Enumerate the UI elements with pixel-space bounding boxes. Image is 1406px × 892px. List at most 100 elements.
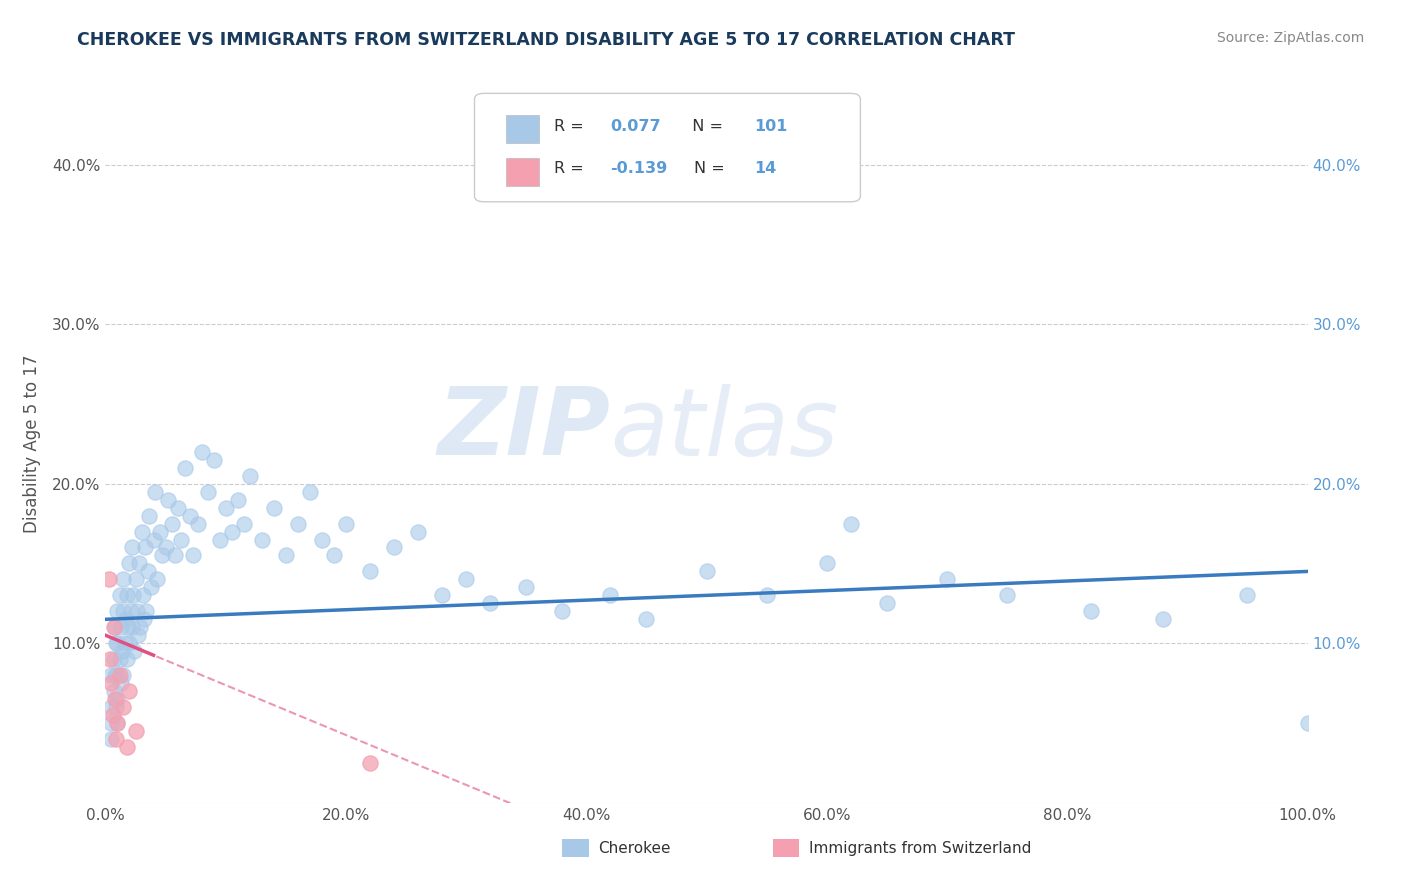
Point [107, 692, 129, 706]
Point [335, 516, 357, 531]
FancyBboxPatch shape [506, 114, 540, 143]
Text: ZIP: ZIP [437, 384, 610, 475]
Point [128, 557, 150, 571]
Point [115, 739, 138, 754]
Point [311, 533, 333, 547]
Point [1236, 588, 1258, 602]
Point [148, 524, 170, 539]
Point [105, 700, 128, 714]
Point [232, 516, 254, 531]
Text: R =: R = [554, 161, 589, 177]
Point [274, 549, 297, 563]
Point [1080, 604, 1102, 618]
Point [107, 716, 129, 731]
Point [100, 716, 122, 731]
Point [104, 668, 127, 682]
Point [112, 668, 135, 682]
Point [135, 604, 157, 618]
Point [515, 581, 537, 595]
FancyBboxPatch shape [562, 839, 589, 856]
FancyBboxPatch shape [506, 158, 540, 186]
Point [1152, 612, 1174, 626]
Point [139, 581, 162, 595]
Point [103, 684, 125, 698]
Point [936, 573, 959, 587]
Point [287, 516, 309, 531]
Point [636, 612, 658, 626]
Point [170, 533, 193, 547]
Point [479, 596, 502, 610]
Point [179, 508, 201, 523]
Point [146, 573, 169, 587]
Point [103, 620, 125, 634]
Point [118, 684, 141, 698]
Point [134, 541, 156, 555]
Point [143, 484, 166, 499]
Point [839, 516, 862, 531]
Point [98, 652, 121, 666]
Text: Source: ZipAtlas.com: Source: ZipAtlas.com [1216, 31, 1364, 45]
Point [124, 573, 146, 587]
Point [132, 612, 155, 626]
Point [166, 500, 188, 515]
Point [108, 652, 131, 666]
Text: atlas: atlas [610, 384, 838, 475]
Point [226, 492, 249, 507]
Point [100, 731, 122, 746]
Point [112, 604, 135, 618]
Point [112, 573, 135, 587]
Point [98, 573, 121, 587]
Point [221, 524, 243, 539]
Point [122, 588, 145, 602]
FancyBboxPatch shape [474, 94, 860, 202]
Point [107, 604, 129, 618]
Point [165, 549, 187, 563]
Point [115, 652, 138, 666]
Point [115, 612, 138, 626]
Text: Cherokee: Cherokee [599, 841, 671, 856]
Point [456, 573, 478, 587]
Text: Immigrants from Switzerland: Immigrants from Switzerland [808, 841, 1031, 856]
Point [187, 516, 209, 531]
Point [107, 668, 129, 682]
Point [114, 636, 136, 650]
Point [120, 604, 142, 618]
Point [155, 541, 177, 555]
Y-axis label: Disability Age 5 to 17: Disability Age 5 to 17 [22, 354, 41, 533]
Point [110, 676, 132, 690]
Point [214, 500, 236, 515]
Point [197, 484, 219, 499]
Point [115, 588, 138, 602]
Point [104, 692, 127, 706]
Text: R =: R = [554, 119, 589, 134]
Point [696, 565, 718, 579]
Point [190, 444, 212, 458]
Point [105, 636, 128, 650]
Point [107, 636, 129, 650]
Point [150, 549, 173, 563]
Text: CHEROKEE VS IMMIGRANTS FROM SWITZERLAND DISABILITY AGE 5 TO 17 CORRELATION CHART: CHEROKEE VS IMMIGRANTS FROM SWITZERLAND … [77, 31, 1015, 49]
Point [132, 588, 155, 602]
Point [107, 716, 129, 731]
Point [142, 533, 165, 547]
Point [239, 468, 262, 483]
Point [202, 452, 225, 467]
Point [298, 484, 321, 499]
Point [118, 557, 141, 571]
Point [551, 604, 574, 618]
Point [322, 549, 344, 563]
Text: N =: N = [682, 119, 728, 134]
Point [111, 644, 134, 658]
Point [1296, 716, 1319, 731]
Point [208, 533, 231, 547]
Point [815, 557, 838, 571]
Point [755, 588, 778, 602]
Point [382, 541, 405, 555]
Point [359, 565, 381, 579]
Point [104, 620, 127, 634]
FancyBboxPatch shape [773, 839, 799, 856]
Point [876, 596, 898, 610]
Point [250, 533, 273, 547]
Point [121, 541, 143, 555]
Text: -0.139: -0.139 [610, 161, 668, 177]
